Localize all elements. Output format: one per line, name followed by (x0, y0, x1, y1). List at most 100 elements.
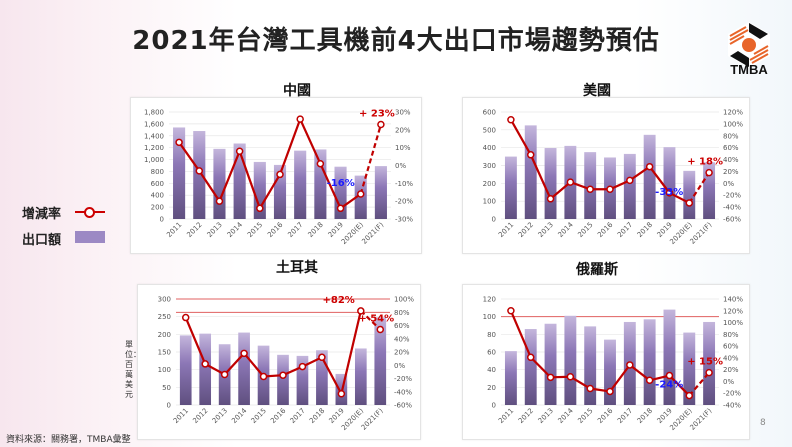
chart-svg: 0 20 40 60 80 100 120 -40% -20% 0% 20% 40% 60% 80% 100… (483, 296, 744, 433)
rate-point-2014 (566, 372, 575, 381)
left-axis-tick-label: 400 (151, 192, 164, 200)
x-axis-tick-label: 2018 (636, 221, 654, 239)
rate-point-2020(E) (685, 391, 694, 400)
right-axis-tick-label: 120% (723, 307, 743, 315)
x-axis-tick-label: 2021(F) (360, 221, 385, 246)
bar-export-2019 (663, 309, 676, 405)
rate-point-2014 (235, 147, 244, 155)
rate-line-forecast (688, 172, 711, 204)
rate-point-2013 (215, 197, 224, 205)
chart-usa: 0 100 200 300 400 500 600 -60% -40% -20% 0% 20% 40% 6… (462, 97, 750, 254)
legend-export-label: 出口額 (22, 233, 62, 248)
legend-rate-label: 增減率 (22, 207, 62, 222)
x-axis-tick-label: 2018 (308, 407, 326, 425)
source-footer: 資料來源：關務署，TMBA彙整 (6, 435, 131, 445)
rate-annotation: + 15% (687, 357, 723, 368)
rate-point-2016 (606, 387, 614, 396)
rate-annotation: + 18% (687, 157, 723, 168)
bar-export-2014 (238, 332, 250, 405)
right-axis-tick-label: -20% (723, 390, 741, 398)
rate-line-forecast (688, 371, 710, 397)
rate-line (178, 116, 362, 211)
bar-export-2016 (604, 339, 616, 405)
left-axis-tick-label: 0 (160, 216, 164, 224)
right-axis-tick-label: 80% (723, 331, 739, 339)
right-axis-tick-label: 40% (723, 354, 739, 362)
bar-export-2011 (504, 156, 517, 219)
x-axis-tick-label: 2016 (266, 220, 285, 239)
rate-point-2017 (296, 115, 304, 123)
x-axis-tick-label: 2017 (286, 221, 304, 239)
rate-point-2018 (645, 376, 654, 385)
bar-export-2016 (277, 354, 289, 405)
left-axis-tick-label: 0 (492, 402, 496, 410)
chart-russia: 0 20 40 60 80 100 120 -40% -20% 0% 20% 40% 60% 80% 100… (462, 284, 750, 440)
right-axis-tick-label: 60% (723, 144, 739, 152)
x-axis-tick-label: 2012 (517, 221, 535, 239)
rate-point-2016 (276, 170, 284, 179)
right-axis-tick-label: 0% (395, 162, 406, 170)
rate-line (509, 119, 690, 204)
x-axis-tick-label: 2016 (596, 406, 615, 425)
left-axis-tick-label: 200 (151, 204, 164, 212)
rate-point-2016 (279, 371, 287, 379)
left-axis-tick-label: 1,600 (144, 120, 164, 128)
x-axis-tick-label: 2018 (307, 221, 325, 239)
rate-point-2018 (645, 162, 654, 171)
x-axis-tick-label: 2013 (537, 221, 555, 239)
left-axis-tick-label: 300 (158, 296, 171, 304)
rate-point-2021(F) (705, 168, 713, 177)
bar-export-2021(F) (374, 166, 387, 219)
x-axis-tick-label: 2015 (576, 221, 594, 239)
chart-title-china: 中國 (283, 83, 311, 99)
x-axis-tick-label: 2013 (211, 407, 229, 425)
left-axis-tick-label: 600 (151, 180, 164, 188)
bar-export-2012 (193, 131, 206, 219)
left-axis-tick-label: 1,200 (144, 144, 164, 152)
left-axis-tick-label: 0 (492, 216, 496, 224)
right-axis-tick-label: -30% (395, 216, 413, 224)
bar-export-2011 (173, 127, 186, 219)
right-axis-tick-label: 100% (723, 120, 743, 128)
left-axis-tick-label: 80 (487, 331, 496, 339)
left-axis-tick-label: 300 (483, 162, 496, 170)
x-axis-tick-label: 2015 (246, 221, 264, 239)
bar-export-2015 (584, 326, 597, 405)
x-axis-tick-label: 2016 (269, 406, 288, 425)
rate-point-2015 (259, 372, 268, 381)
legend-export-swatch-icon (75, 231, 105, 243)
right-axis-tick-label: 140% (723, 296, 743, 304)
rate-point-2013 (546, 195, 555, 203)
right-axis-tick-label: 30% (395, 109, 411, 117)
right-axis-tick-label: -40% (723, 204, 741, 212)
rate-point-2012 (195, 167, 204, 175)
rate-point-2015 (256, 204, 264, 213)
left-axis-tick-label: 200 (483, 180, 496, 188)
x-axis-tick-label: 2018 (636, 407, 654, 425)
bar-export-2020(E) (683, 332, 696, 405)
rate-point-2017 (626, 361, 634, 369)
left-axis-tick-label: 1,800 (144, 109, 164, 117)
rate-line (184, 310, 362, 397)
chart-svg: 0 100 200 300 400 500 600 -60% -40% -20% 0% 20% 40% 6… (483, 109, 744, 247)
x-axis-tick-label: 2012 (517, 407, 535, 425)
bar-export-2020(E) (354, 348, 367, 405)
rate-point-2021(F) (376, 325, 385, 334)
rate-point-2012 (526, 151, 535, 159)
left-axis-tick-label: 400 (483, 144, 496, 152)
rate-point-2018 (316, 159, 325, 168)
tmba-logo-icon (728, 22, 770, 68)
right-axis-tick-label: 40% (723, 156, 739, 164)
rate-point-2012 (201, 360, 209, 368)
x-axis-tick-label: 2011 (497, 221, 515, 239)
rate-point-2015 (586, 185, 594, 194)
x-axis-tick-label: 2014 (230, 406, 249, 425)
rate-line-forecast (360, 310, 382, 331)
chart-china: 0 200 400 600 800 1,000 1,200 1,400 1,600 1,800 -3… (130, 97, 422, 254)
bar-export-2018 (643, 319, 656, 405)
chart-title-turkey: 土耳其 (276, 260, 318, 276)
bar-export-2017 (623, 153, 636, 219)
right-axis-tick-label: -40% (723, 402, 741, 410)
rate-point-2019 (337, 389, 346, 398)
x-axis-tick-label: 2012 (185, 221, 203, 239)
